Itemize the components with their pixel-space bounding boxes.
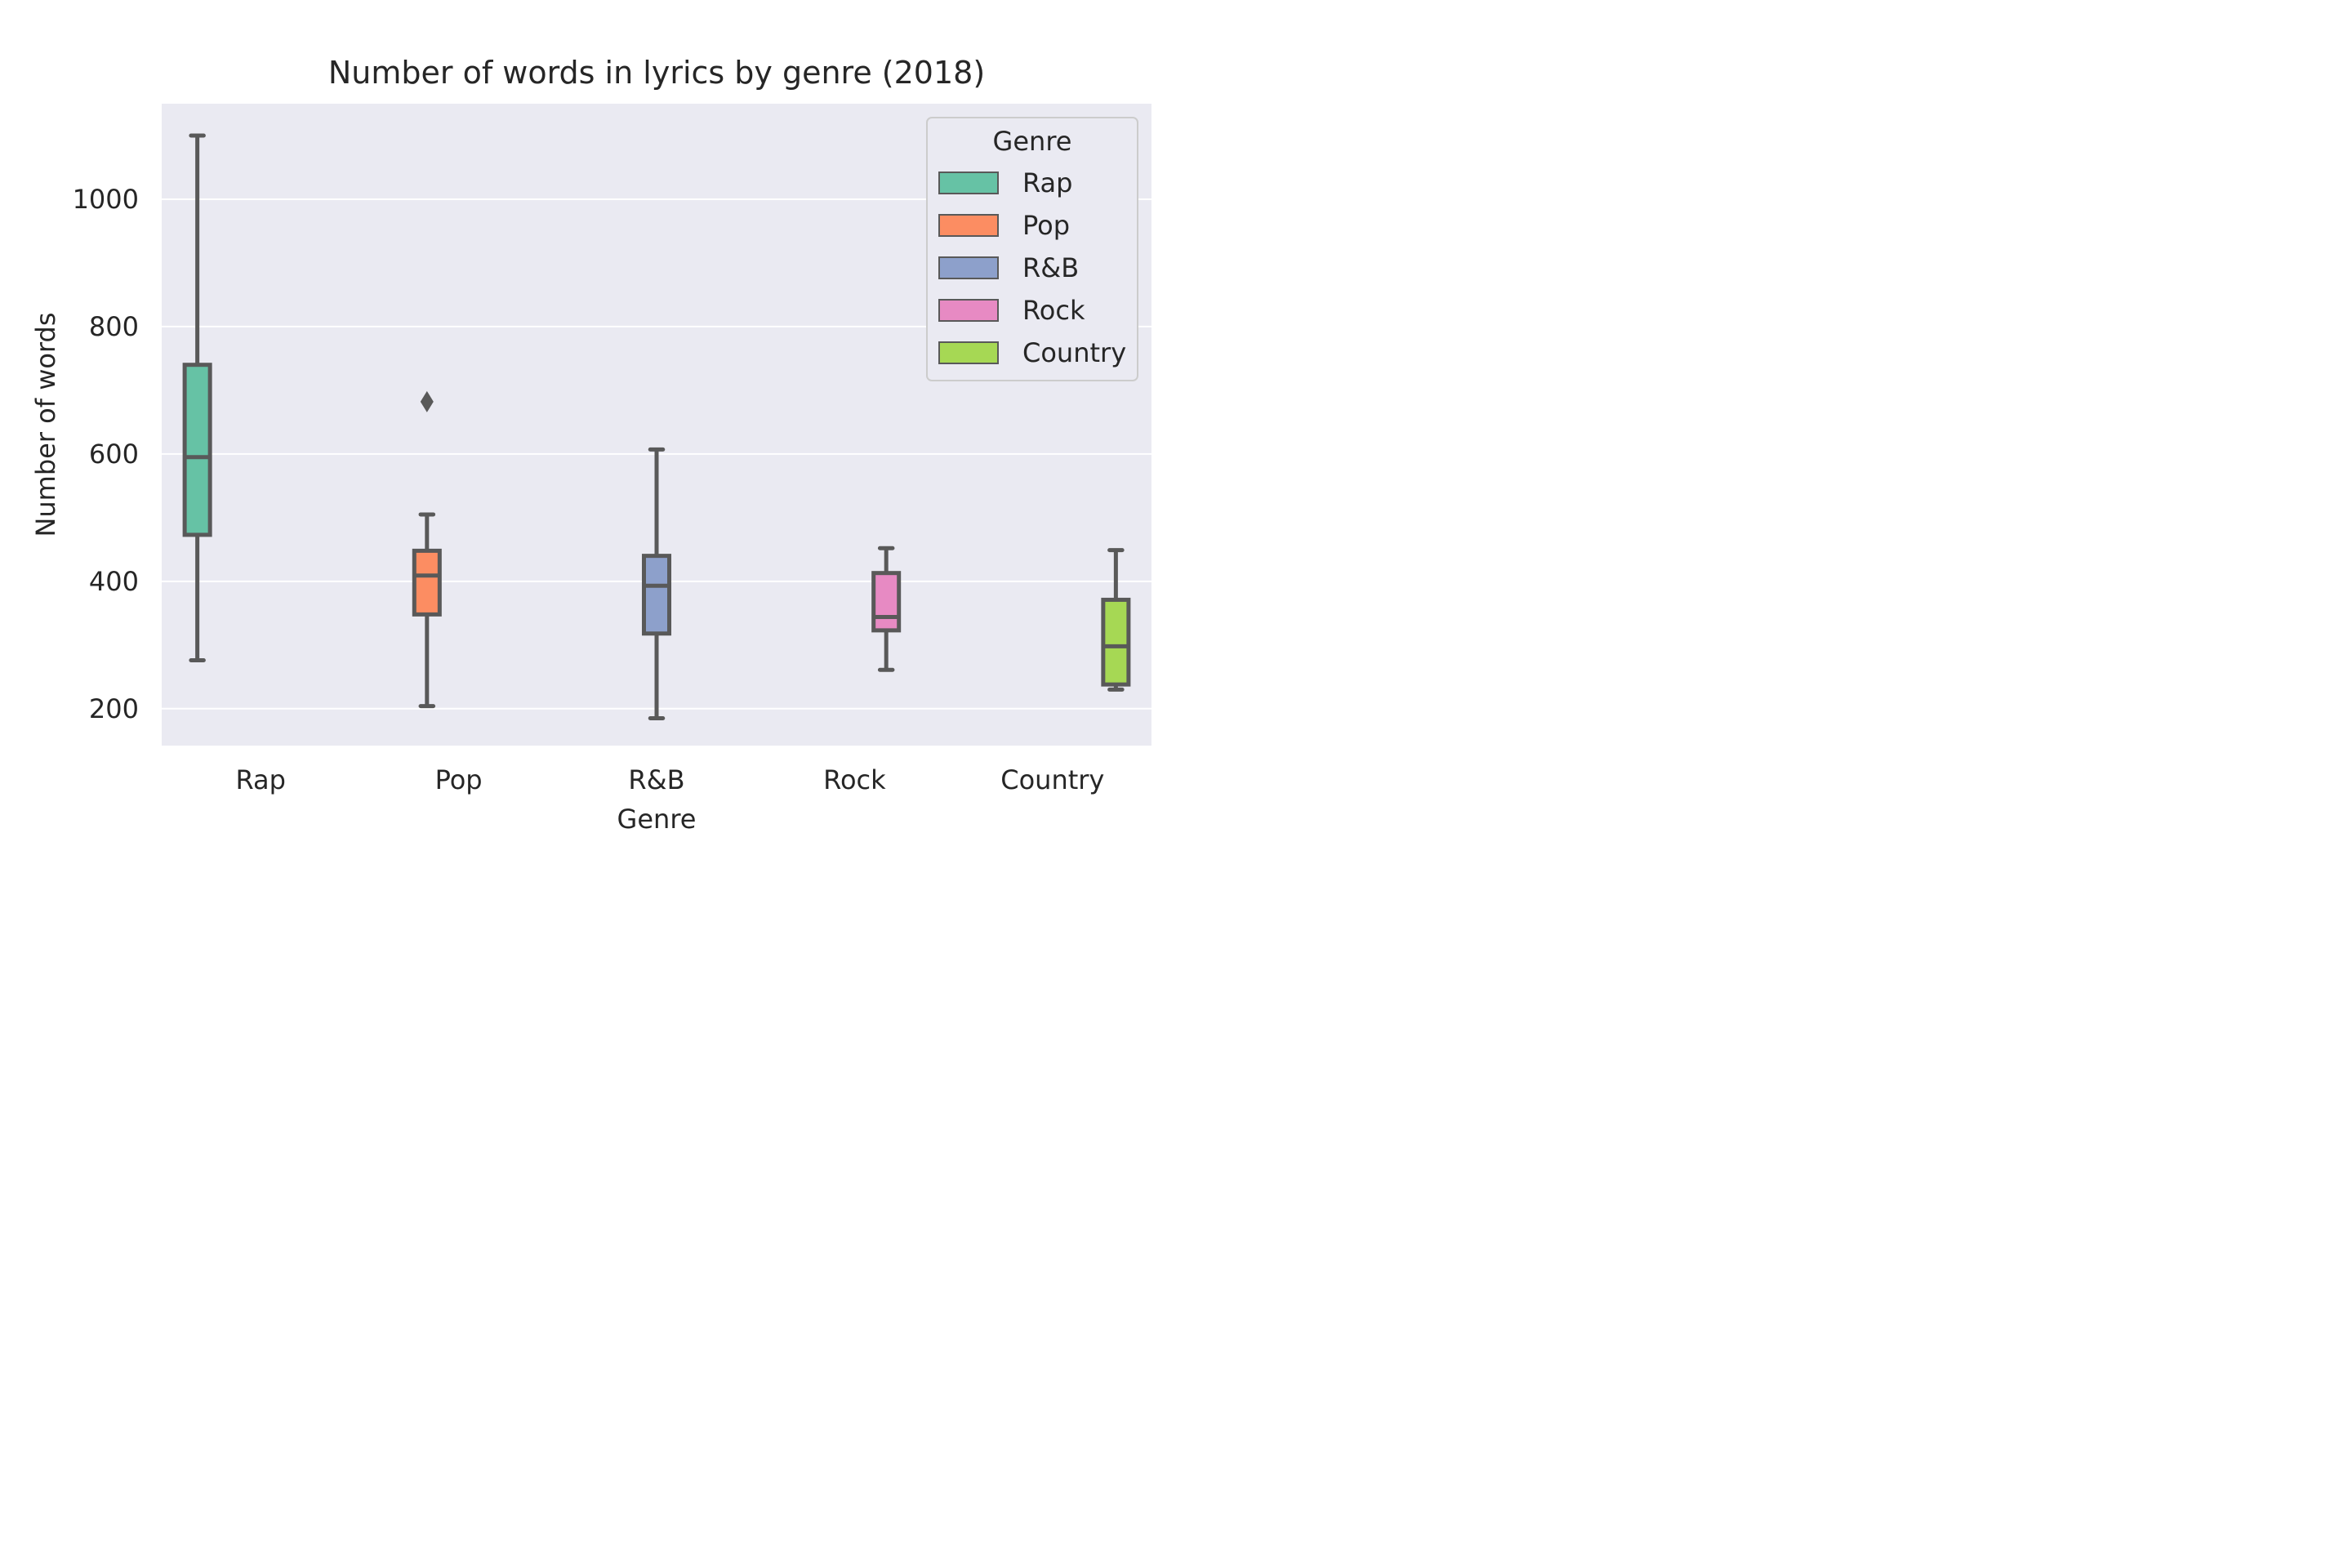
box-group-2 (641, 447, 672, 720)
box-iqr (412, 548, 442, 617)
boxplot-chart: 200 400 600 800 1000 Rap Pop R&B Rock Country Nu… (0, 0, 1263, 856)
x-tick-label-3: Rock (823, 764, 886, 795)
box-series (182, 133, 1131, 720)
box-group-4 (1101, 548, 1131, 692)
legend-label-0: Rap (1022, 167, 1072, 198)
chart-title: Number of words in lyrics by genre (2018… (328, 55, 985, 91)
box-iqr (871, 571, 902, 633)
y-tick-label-1000: 1000 (73, 184, 139, 215)
box-group-1 (412, 390, 442, 709)
box-iqr (1101, 597, 1131, 687)
box-group-3 (871, 546, 902, 672)
legend-label-4: Country (1022, 337, 1126, 368)
x-axis-label: Genre (617, 804, 697, 835)
y-tick-labels: 200 400 600 800 1000 (73, 184, 139, 724)
x-tick-label-1: Pop (435, 764, 483, 795)
y-tick-label-200: 200 (89, 693, 139, 724)
x-tick-label-0: Rap (235, 764, 285, 795)
legend-title: Genre (993, 126, 1072, 157)
legend-label-3: Rock (1022, 295, 1085, 326)
legend-swatch-1 (938, 214, 999, 237)
y-tick-label-400: 400 (89, 566, 139, 597)
legend-label-2: R&B (1022, 252, 1079, 283)
legend-swatch-3 (938, 299, 999, 322)
x-tick-label-2: R&B (628, 764, 684, 795)
y-tick-label-800: 800 (89, 311, 139, 342)
box-iqr (641, 554, 672, 636)
x-tick-label-4: Country (1000, 764, 1104, 795)
legend-label-1: Pop (1022, 210, 1070, 241)
legend-swatch-0 (938, 172, 999, 194)
outlier-point-0 (420, 390, 434, 412)
box-group-0 (182, 133, 212, 663)
x-tick-labels: Rap Pop R&B Rock Country (235, 764, 1104, 795)
y-tick-label-600: 600 (89, 439, 139, 470)
box-iqr (182, 363, 212, 537)
legend-items: Rap Pop R&B Rock Country (938, 167, 1126, 368)
y-axis-label: Number of words (30, 312, 61, 537)
legend-swatch-2 (938, 256, 999, 279)
legend-swatch-4 (938, 341, 999, 364)
legend: Genre Rap Pop R&B Rock Country (926, 117, 1138, 381)
